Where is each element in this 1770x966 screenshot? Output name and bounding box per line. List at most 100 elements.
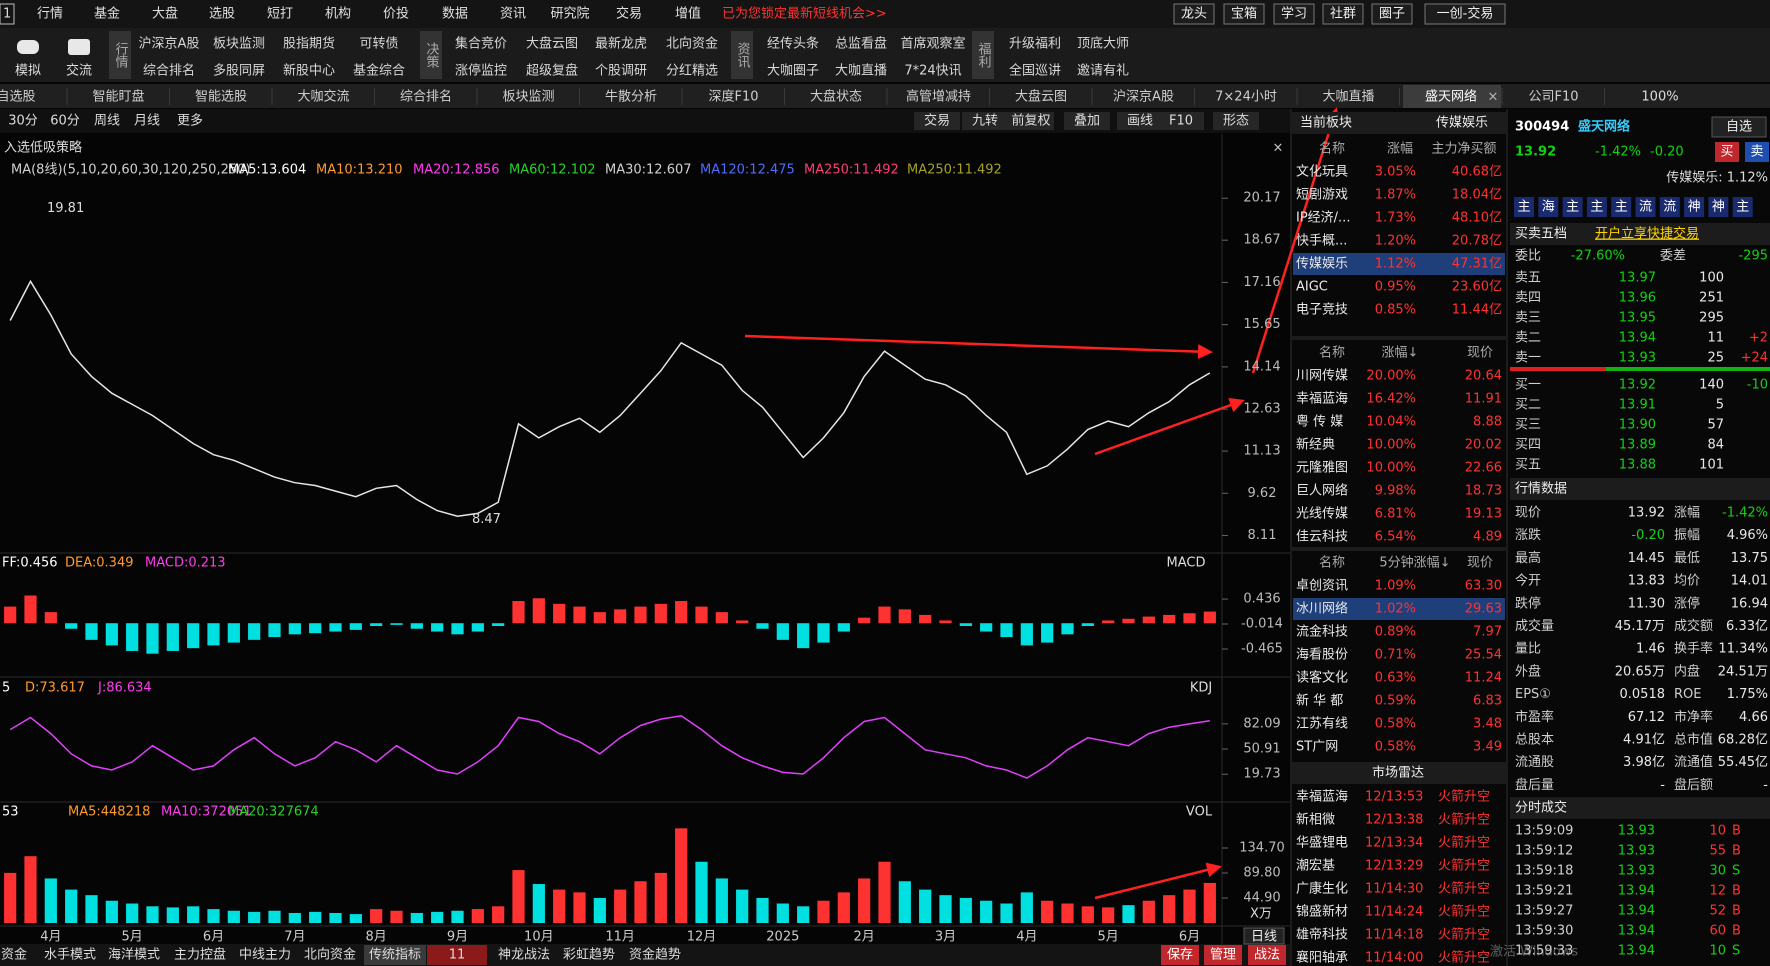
tab[interactable]: 自选股 [0, 90, 36, 105]
row-name[interactable]: ST广网 [1296, 740, 1338, 755]
toolbar-item[interactable]: 大盘云图 [526, 36, 578, 52]
tool-button[interactable]: 画线 [1127, 114, 1153, 129]
action-button[interactable]: 战法 [1254, 948, 1280, 963]
toolbar-item[interactable]: 分红精选 [666, 63, 718, 79]
row-name[interactable]: 新 华 都 [1296, 693, 1343, 709]
period-button[interactable]: 30分 [8, 114, 38, 129]
bottom-tab[interactable]: 神龙战法 [498, 948, 550, 963]
top-button[interactable]: 圈子 [1379, 7, 1405, 22]
toolbar-item[interactable]: 多股同屏 [213, 63, 265, 79]
sell-button[interactable]: 卖 [1750, 145, 1763, 160]
toolbar-item[interactable]: 最新龙虎 [595, 36, 647, 52]
radar-name[interactable]: 襄阳轴承 [1296, 950, 1348, 966]
row-name[interactable]: 卓创资讯 [1296, 579, 1348, 594]
radar-name[interactable]: 广康生化 [1296, 881, 1348, 897]
toolbar-item[interactable]: 升级福利 [1009, 37, 1061, 52]
toolbar-item[interactable]: 总监看盘 [835, 36, 887, 52]
tab[interactable]: 公司F10 [1528, 90, 1578, 105]
action-button[interactable]: 保存 [1167, 948, 1193, 963]
menu-item[interactable]: 机构 [325, 7, 351, 22]
toolbar-item[interactable]: 沪深京A股 [139, 36, 200, 52]
toolbar-item[interactable]: 7*24快讯 [904, 64, 961, 79]
period-button[interactable]: 月线 [134, 114, 160, 129]
quick-button[interactable]: 模拟 [15, 64, 41, 79]
toolbar-item[interactable]: 个股调研 [595, 64, 647, 79]
toolbar-item[interactable]: 北向资金 [666, 36, 718, 52]
row-name[interactable]: 传媒娱乐 [1296, 257, 1348, 272]
row-name[interactable]: 幸福蓝海 [1296, 392, 1348, 407]
row-name[interactable]: 光线传媒 [1296, 507, 1348, 522]
row-name[interactable]: 江苏有线 [1296, 716, 1348, 732]
menu-item[interactable]: 价投 [383, 6, 409, 22]
toolbar-item[interactable]: 股指期货 [283, 36, 335, 52]
tab[interactable]: 综合排名 [400, 89, 452, 105]
row-name[interactable]: 流金科技 [1296, 624, 1348, 640]
bottom-tab[interactable]: 中线主力 [239, 948, 291, 963]
buy-button[interactable]: 买 [1720, 145, 1733, 160]
bottom-tab[interactable]: 11 [449, 948, 466, 963]
account-link[interactable]: 开户立享快捷交易 [1595, 226, 1699, 242]
menu-item[interactable]: 数据 [442, 7, 468, 22]
radar-name[interactable]: 幸福蓝海 [1296, 790, 1348, 805]
toolbar-item[interactable]: 新股中心 [283, 63, 335, 79]
toolbar-item[interactable]: 综合排名 [143, 63, 195, 79]
row-name[interactable]: 巨人网络 [1296, 483, 1348, 499]
menu-item[interactable]: 选股 [209, 7, 235, 22]
toolbar-item[interactable]: 涨停监控 [455, 63, 507, 79]
bottom-tab[interactable]: 传统指标 [369, 948, 421, 963]
row-name[interactable]: AIGC [1296, 280, 1328, 295]
toolbar-item[interactable]: 全国巡讲 [1009, 63, 1061, 79]
menu-item[interactable]: 基金 [94, 6, 120, 22]
top-button[interactable]: 学习 [1281, 6, 1307, 22]
action-button[interactable]: 管理 [1210, 948, 1236, 963]
quick-button[interactable]: 交流 [66, 63, 92, 79]
row-name[interactable]: 新经典 [1296, 437, 1335, 453]
menu-item[interactable]: 行情 [37, 7, 63, 22]
close-button[interactable]: × [1273, 141, 1284, 156]
bottom-tab[interactable]: 彩虹趋势 [563, 947, 615, 963]
tab[interactable]: 板块监测 [502, 90, 554, 105]
tool-button[interactable]: 前复权 [1011, 113, 1050, 129]
tab[interactable]: 7×24小时 [1215, 90, 1277, 105]
toolbar-item[interactable]: 板块监测 [213, 37, 265, 52]
toolbar-item[interactable]: 可转债 [359, 37, 398, 52]
menu-item[interactable]: 大盘 [152, 6, 178, 22]
row-name[interactable]: IP经济/... [1296, 211, 1350, 226]
menu-item[interactable]: 短打 [267, 7, 293, 22]
top-button[interactable]: 龙头 [1181, 7, 1207, 22]
tab[interactable]: 智能盯盘 [92, 89, 144, 105]
top-button[interactable]: 社群 [1330, 6, 1356, 22]
tab[interactable]: 智能选股 [195, 90, 247, 105]
radar-name[interactable]: 新相微 [1296, 812, 1335, 828]
row-name[interactable]: 冰川网络 [1296, 601, 1348, 617]
toolbar-item[interactable]: 邀请有礼 [1077, 63, 1129, 79]
tool-button[interactable]: 叠加 [1074, 114, 1100, 129]
row-name[interactable]: 元隆雅图 [1296, 461, 1348, 476]
menu-item[interactable]: 研究院 [550, 7, 589, 22]
period-button[interactable]: 60分 [50, 114, 80, 129]
tab[interactable]: 牛散分析 [605, 90, 657, 105]
row-name[interactable]: 文化玩具 [1296, 165, 1348, 180]
tab[interactable]: 盛天网络 [1425, 89, 1477, 105]
top-button[interactable]: 宝箱 [1231, 6, 1257, 22]
tab[interactable]: 大咖交流 [297, 89, 349, 105]
toolbar-item[interactable]: 集合竞价 [455, 36, 507, 52]
row-name[interactable]: 佳云科技 [1296, 530, 1348, 545]
bottom-tab[interactable]: 资金 [1, 947, 27, 963]
row-name[interactable]: 海看股份 [1296, 647, 1348, 663]
bottom-tab[interactable]: 水手模式 [44, 948, 96, 963]
row-name[interactable]: 短剧游戏 [1296, 188, 1348, 203]
menu-item[interactable]: 资讯 [500, 7, 526, 22]
promo-link[interactable]: 已为您锁定最新短线机会>> [722, 6, 887, 22]
toolbar-item[interactable]: 基金综合 [353, 63, 405, 79]
tab[interactable]: 大盘云图 [1015, 89, 1067, 105]
toolbar-item[interactable]: 顶底大师 [1077, 36, 1129, 52]
toolbar-item[interactable]: 超级复盘 [526, 63, 578, 79]
tool-button[interactable]: 交易 [924, 113, 950, 129]
toolbar-item[interactable]: 大咖圈子 [767, 64, 819, 79]
row-name[interactable]: 粤 传 媒 [1296, 414, 1343, 430]
top-button[interactable]: 一创-交易 [1437, 6, 1494, 22]
radar-name[interactable]: 潮宏基 [1296, 859, 1335, 874]
row-name[interactable]: 读客文化 [1296, 670, 1348, 686]
menu-item[interactable]: 增值 [675, 6, 701, 22]
